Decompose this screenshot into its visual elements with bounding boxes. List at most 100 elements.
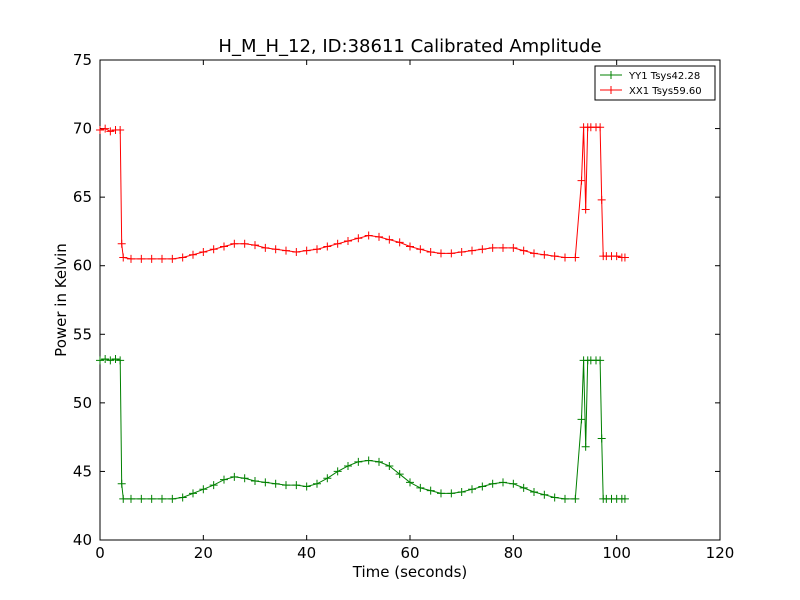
data-point [127,254,135,263]
data-point [457,248,466,256]
data-point [302,246,311,255]
data-point [364,456,373,465]
data-point [478,245,487,254]
x-tick-label: 0 [95,544,105,562]
y-tick-label: 45 [73,462,92,480]
data-point [220,475,228,484]
x-tick-label: 60 [400,544,419,562]
data-point [251,477,259,486]
data-point [147,254,156,263]
data-point [111,354,120,363]
data-point [364,231,373,240]
data-point [323,242,332,251]
data-point [550,493,559,502]
data-point [488,243,497,252]
data-point [597,195,606,204]
data-point [571,494,580,503]
data-point [230,472,239,481]
data-point [137,254,146,263]
data-point [561,494,569,503]
legend-swatch-marker [607,86,615,94]
data-point [282,481,290,490]
legend-box [594,65,716,101]
data-point [240,474,249,483]
plot-frame [99,59,721,541]
data-point [596,123,605,132]
data-point [271,479,280,488]
data-point [106,127,115,136]
y-tick-label: 75 [73,51,92,69]
data-point [96,125,104,134]
data-point [597,434,606,443]
data-point [499,243,507,252]
data-point [168,254,177,263]
data-point [96,356,104,365]
data-point [416,483,425,492]
data-point [620,253,629,262]
data-point [577,415,586,424]
data-point [119,494,128,503]
data-point [468,485,476,494]
data-point [119,253,128,262]
y-axis-label: Power in Kelvin [52,243,70,357]
data-point [116,125,125,134]
data-point [117,239,126,248]
data-point [158,494,166,503]
data-point [333,239,342,248]
data-point [447,489,456,498]
data-point [313,479,321,488]
data-point [596,356,605,365]
data-point [137,494,146,503]
data-point [261,243,270,252]
data-point [230,239,239,248]
data-point [199,485,208,494]
y-tick-label: 50 [73,394,92,412]
data-point [344,237,352,246]
data-point [385,461,394,470]
data-point [395,238,404,247]
x-tick-label: 20 [194,544,213,562]
y-tick-label: 70 [73,120,92,138]
data-point [612,252,621,261]
data-point [271,245,280,254]
x-tick-label: 100 [602,544,631,562]
data-point [251,241,259,250]
data-point [302,482,311,491]
data-point [571,253,580,262]
data-point [106,356,115,365]
data-point [437,489,445,498]
data-point [261,478,270,487]
legend-entry-label: XX1 Tsys59.60 [629,86,702,97]
data-point [468,246,476,255]
series-line-2 [99,126,625,260]
data-point [540,250,549,259]
data-point [620,494,629,503]
data-point [101,124,110,133]
data-point [581,442,590,451]
data-point [323,474,332,483]
data-point [209,245,218,254]
data-point [488,479,497,488]
data-point [447,249,456,258]
data-point [499,478,507,487]
data-point [406,242,414,251]
data-point [509,479,518,488]
data-point [550,252,559,261]
data-point [199,248,208,256]
data-point [509,243,518,252]
data-point [416,245,425,254]
data-point [178,493,187,502]
data-point [478,482,487,491]
data-point [406,478,414,487]
data-point [354,457,363,466]
legend-entry-label: YY1 Tsys42.28 [628,71,700,82]
data-point [209,481,218,490]
data-point [313,245,321,254]
data-point [282,246,290,255]
data-point [385,235,394,244]
data-point [292,481,301,490]
data-point [344,461,352,470]
data-point [158,254,166,263]
y-tick-label: 60 [73,257,92,275]
